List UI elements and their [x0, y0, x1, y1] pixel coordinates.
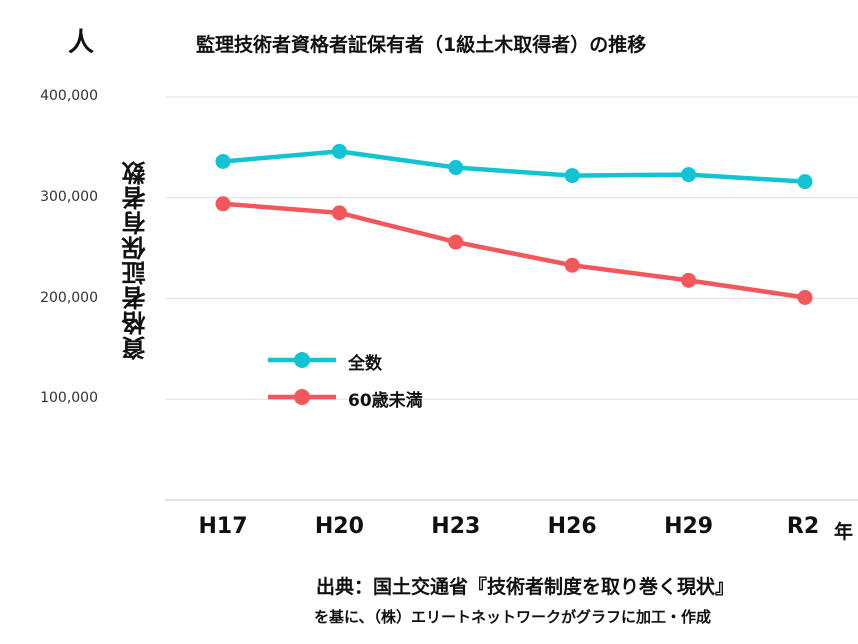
- data-point: [331, 143, 347, 159]
- series-line-0: [222, 149, 806, 184]
- y-tick-label: 100,000: [40, 390, 98, 407]
- y-unit-label: 人: [68, 28, 95, 58]
- data-point: [564, 257, 580, 273]
- x-tick-label: H26: [547, 514, 597, 539]
- data-point: [564, 168, 580, 184]
- data-point: [681, 167, 697, 183]
- data-point: [681, 272, 697, 288]
- series-line-1: [222, 201, 806, 300]
- x-axis-unit: 年: [834, 521, 854, 543]
- data-point: [331, 205, 347, 221]
- data-point: [797, 289, 813, 305]
- legend-marker: [294, 352, 310, 368]
- data-point: [448, 234, 464, 250]
- y-tick-label: 300,000: [40, 188, 98, 205]
- legend-label: 全数: [348, 354, 382, 374]
- data-point: [448, 160, 464, 176]
- legend-marker: [294, 389, 310, 405]
- x-tick-label: H20: [314, 514, 364, 539]
- x-tick-label: H23: [431, 514, 481, 539]
- source-line-2: を基に、（株）エリートネットワークがグラフに加工・作成: [314, 608, 712, 626]
- y-tick-label: 200,000: [40, 289, 98, 306]
- source-line-1: 出典：国土交通省『技術者制度を取り巻く現状』: [316, 576, 735, 598]
- data-point: [215, 196, 231, 212]
- data-point: [797, 174, 813, 190]
- x-tick-label: H29: [664, 514, 714, 539]
- data-point: [215, 153, 231, 169]
- legend-label: 60歳未満: [348, 391, 423, 411]
- x-tick-label: H17: [198, 514, 248, 539]
- x-tick-label: R2: [786, 514, 820, 539]
- chart-title: 監理技術者資格者証保有者（1級土木取得者）の推移: [196, 34, 647, 56]
- y-tick-label: 400,000: [40, 88, 98, 104]
